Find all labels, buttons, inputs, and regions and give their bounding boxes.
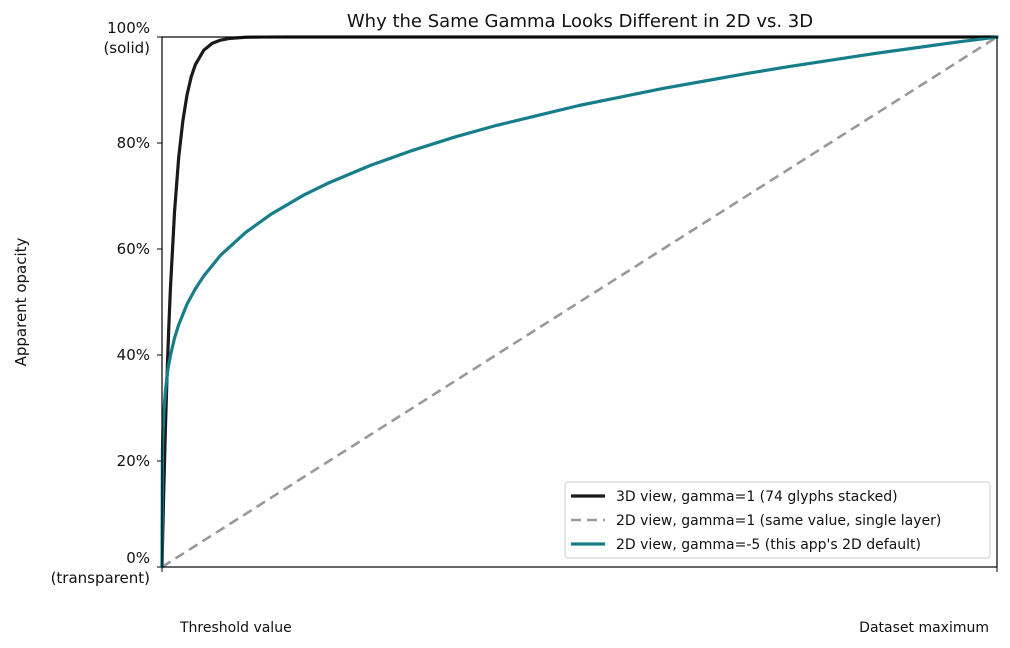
y-tick-label: 0% — [126, 549, 150, 567]
legend: 3D view, gamma=1 (74 glyphs stacked) 2D v… — [564, 481, 991, 559]
y-tick-label: 80% — [117, 134, 150, 152]
y-axis-ticks: 0% (transparent) 20% 40% 60% 80% 100% (solid) — [51, 19, 162, 587]
x-axis-ticks: Threshold value Dataset maximum — [161, 567, 998, 636]
y-tick-sublabel: (solid) — [103, 39, 150, 57]
y-tick-sublabel: (transparent) — [51, 569, 150, 587]
legend-label: 2D view, gamma=1 (same value, single lay… — [616, 513, 941, 529]
x-tick-label: Dataset maximum — [859, 620, 989, 636]
legend-label: 3D view, gamma=1 (74 glyphs stacked) — [616, 489, 898, 505]
x-tick-label: Threshold value — [179, 620, 292, 636]
y-tick-label: 20% — [117, 452, 150, 470]
y-tick-label: 60% — [117, 240, 150, 258]
series-line — [161, 35, 998, 569]
legend-label: 2D view, gamma=-5 (this app's 2D default… — [616, 537, 921, 553]
series-line — [160, 35, 999, 569]
y-tick-label: 40% — [117, 346, 150, 364]
y-axis-label: Apparent opacity — [12, 237, 30, 366]
y-tick-label: 100% — [107, 19, 150, 37]
chart-title: Why the Same Gamma Looks Different in 2D… — [347, 11, 813, 32]
plot-frame — [161, 36, 998, 568]
legend-box — [564, 481, 991, 559]
